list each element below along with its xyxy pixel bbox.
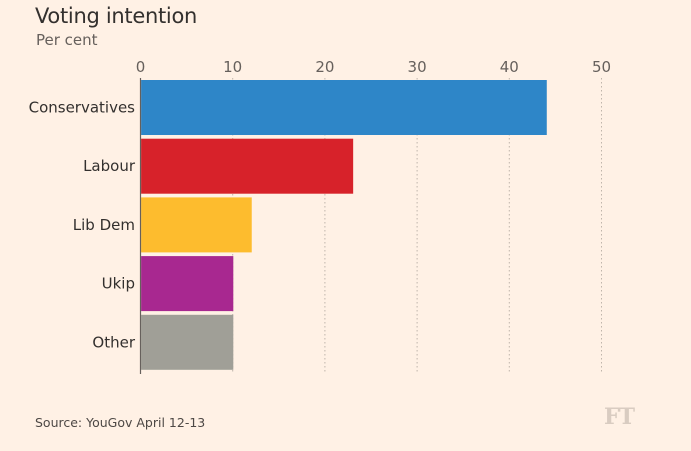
category-label: Other [92,333,135,351]
category-label: Conservatives [29,99,136,117]
category-labels: Conservatives Labour Lib Dem Ukip Other [29,99,136,352]
x-tick-label: 30 [408,58,427,76]
bar-labour [141,138,354,194]
ft-logo: FT [604,404,635,430]
x-tick-label: 10 [223,58,242,76]
bar-ukip [141,256,234,312]
bar-conservatives [141,80,547,135]
chart-title: Voting intention [35,4,198,28]
x-tick-label: 40 [500,58,519,76]
category-label: Lib Dem [73,216,135,234]
bars [141,80,547,370]
source-note: Source: YouGov April 12-13 [35,415,206,430]
x-tick-labels: 0 10 20 30 40 50 [136,58,611,76]
category-label: Ukip [102,275,135,293]
x-tick-label: 50 [592,58,611,76]
x-tick-label: 20 [315,58,334,76]
chart-subtitle: Per cent [36,31,98,49]
x-tick-label: 0 [136,58,146,76]
bar-other [141,314,234,370]
bar-lib-dem [141,197,252,253]
category-label: Labour [83,157,136,175]
